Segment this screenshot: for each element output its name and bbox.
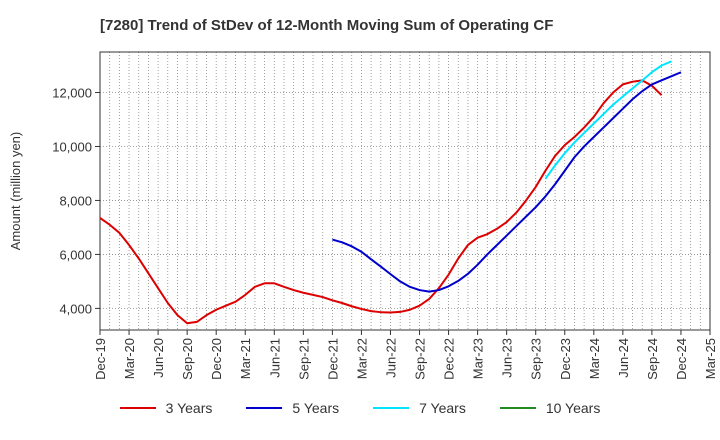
y-tick-label: 6,000 bbox=[59, 247, 92, 262]
x-tick-label: Sep-21 bbox=[296, 338, 311, 380]
legend-swatch bbox=[373, 407, 410, 409]
x-tick-label: Mar-25 bbox=[703, 338, 718, 379]
legend-label: 7 Years bbox=[419, 400, 466, 416]
x-tick-label: Dec-19 bbox=[93, 338, 108, 380]
x-tick-label: Jun-21 bbox=[267, 338, 282, 378]
series-line-5-years bbox=[332, 71, 682, 293]
legend-label: 5 Years bbox=[292, 400, 340, 416]
x-tick-label: Dec-22 bbox=[442, 338, 457, 380]
chart-svg: [7280] Trend of StDev of 12-Month Moving… bbox=[8, 17, 718, 380]
legend-item: 5 Years bbox=[246, 400, 339, 416]
x-tick-label: Mar-22 bbox=[354, 338, 369, 379]
legend-item: 10 Years bbox=[499, 400, 601, 416]
x-tick-label: Mar-23 bbox=[471, 338, 486, 379]
series-line-3-years bbox=[99, 79, 663, 325]
series-lines bbox=[99, 60, 682, 325]
series-line-7-years bbox=[544, 60, 672, 180]
x-tick-label: Dec-24 bbox=[674, 338, 689, 380]
legend-item: 3 Years bbox=[119, 400, 213, 416]
plot-area bbox=[99, 51, 711, 331]
x-tick-label: Sep-22 bbox=[413, 338, 428, 380]
x-axis: Dec-19 Mar-20 Jun-20 Sep-20 Dec-20 Mar-21 Jun-… bbox=[93, 330, 718, 380]
legend-label: 3 Years bbox=[165, 400, 213, 416]
y-tick-label: 12,000 bbox=[52, 85, 92, 100]
grid bbox=[100, 52, 710, 330]
x-tick-label: Dec-21 bbox=[325, 338, 340, 380]
legend-item: 7 Years bbox=[373, 400, 466, 416]
x-tick-label: Sep-20 bbox=[180, 338, 195, 380]
y-axis: 4,000 6,000 8,000 10,000 12,000 bbox=[52, 85, 100, 316]
x-tick-label: Jun-20 bbox=[151, 338, 166, 378]
legend: 3 Years 5 Years 7 Years 10 Years bbox=[0, 400, 720, 416]
y-tick-label: 4,000 bbox=[59, 301, 92, 316]
legend-swatch bbox=[119, 407, 156, 409]
x-tick-label: Mar-20 bbox=[122, 338, 137, 379]
y-tick-label: 8,000 bbox=[59, 193, 92, 208]
x-tick-label: Sep-24 bbox=[645, 338, 660, 380]
legend-label: 10 Years bbox=[545, 400, 601, 416]
x-tick-label: Mar-24 bbox=[587, 338, 602, 379]
y-tick-label: 10,000 bbox=[52, 139, 92, 154]
chart-title: [7280] Trend of StDev of 12-Month Moving… bbox=[100, 17, 553, 34]
legend-swatch bbox=[499, 407, 536, 409]
x-tick-label: Sep-23 bbox=[529, 338, 544, 380]
x-tick-label: Jun-24 bbox=[616, 338, 631, 378]
x-tick-label: Dec-20 bbox=[209, 338, 224, 380]
x-tick-label: Jun-23 bbox=[500, 338, 515, 378]
x-tick-label: Jun-22 bbox=[383, 338, 398, 378]
x-tick-label: Mar-21 bbox=[238, 338, 253, 379]
y-axis-label: Amount (million yen) bbox=[8, 132, 23, 251]
legend-swatch bbox=[246, 407, 283, 409]
x-tick-label: Dec-23 bbox=[558, 338, 573, 380]
